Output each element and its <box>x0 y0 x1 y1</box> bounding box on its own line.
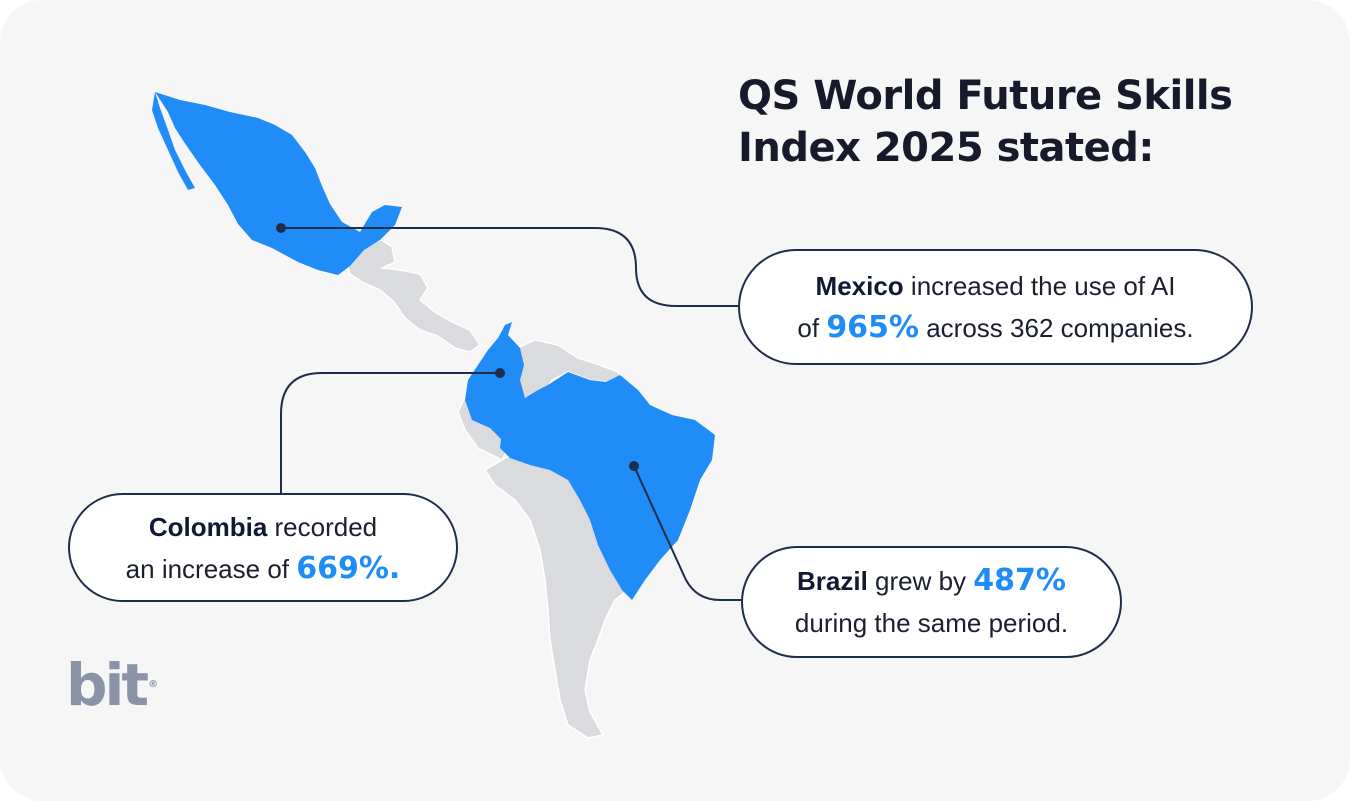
callout-mexico-text: Mexico increased the use of AI of 965% a… <box>797 265 1193 349</box>
map-brazil <box>500 372 715 600</box>
page-title: QS World Future Skills Index 2025 stated… <box>738 70 1298 174</box>
callout-mexico-text-3: across 362 companies. <box>919 313 1194 343</box>
percent-mexico: 965% <box>826 310 919 345</box>
map-mexico <box>152 92 402 275</box>
callout-brazil-text-2: during the same period. <box>794 608 1069 638</box>
leader-line-mexico <box>281 227 738 307</box>
map-colombia <box>465 322 525 440</box>
bit-logo: bit ® <box>66 652 158 718</box>
percent-colombia: 669%. <box>296 550 401 586</box>
title-line-2: Index 2025 stated: <box>738 125 1154 171</box>
callout-colombia: Colombia recorded an increase of 669%. <box>68 493 458 602</box>
logo-text: bit <box>66 651 149 719</box>
logo-registered-mark: ® <box>148 679 159 690</box>
leader-line-colombia <box>280 372 500 493</box>
leader-line-brazil <box>633 465 741 601</box>
callout-mexico: Mexico increased the use of AI of 965% a… <box>738 249 1253 365</box>
callout-brazil-text: Brazil grew by 487% during the same peri… <box>795 560 1068 644</box>
marker-dot-brazil <box>629 461 639 471</box>
marker-dot-colombia <box>495 368 505 378</box>
title-line-1: QS World Future Skills <box>738 73 1233 119</box>
callout-brazil: Brazil grew by 487% during the same peri… <box>741 546 1122 658</box>
callout-colombia-text-1: recorded <box>267 511 378 542</box>
marker-dot-mexico <box>276 223 286 233</box>
callout-colombia-text-2: an increase of <box>125 553 297 584</box>
callout-mexico-text-2: of <box>797 313 827 343</box>
country-name-brazil: Brazil <box>796 566 868 596</box>
percent-brazil: 487% <box>973 563 1066 598</box>
map-central-america <box>345 239 482 353</box>
country-name-colombia: Colombia <box>148 511 268 542</box>
callout-brazil-text-1: grew by <box>867 566 974 596</box>
country-name-mexico: Mexico <box>815 271 904 301</box>
callout-colombia-text: Colombia recorded an increase of 669%. <box>126 506 401 590</box>
callout-mexico-text-1: increased the use of AI <box>903 271 1176 301</box>
